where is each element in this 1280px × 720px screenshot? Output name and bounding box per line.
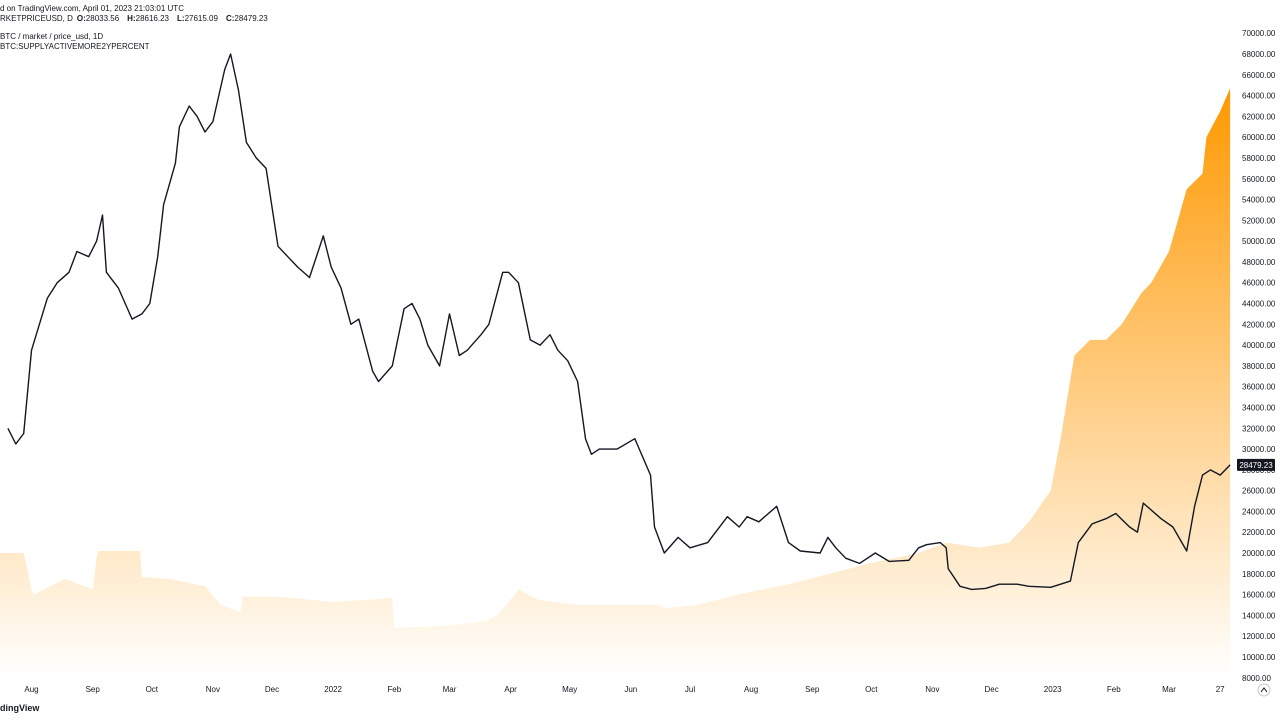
y-tick-label: 38000.00 <box>1242 362 1276 371</box>
last-value-text: 28479.23 <box>1239 461 1273 470</box>
x-tick-label: Jul <box>685 685 695 694</box>
y-tick-label: 26000.00 <box>1242 487 1276 496</box>
series-legend-supply[interactable]: BTC:SUPPLYACTIVEMORE2YPERCENT <box>0 42 150 51</box>
high-value: 28616.23 <box>135 14 169 23</box>
x-tick-label: Nov <box>206 685 220 694</box>
open-label: O:28033.56 <box>76 14 120 23</box>
y-axis[interactable]: 8000.00 10000.00 12000.00 14000.00 16000.00 1… <box>1242 29 1276 683</box>
y-tick-label: 52000.00 <box>1242 216 1276 225</box>
y-tick-label: 40000.00 <box>1242 341 1276 350</box>
y-tick-label: 66000.00 <box>1242 71 1276 80</box>
symbol-label: RKETPRICEUSD, D <box>0 14 73 23</box>
ohlc-legend: RKETPRICEUSD, D O:28033.56 H:28616.23 L:276… <box>0 14 276 24</box>
y-tick-label: 42000.00 <box>1242 320 1276 329</box>
y-tick-label: 58000.00 <box>1242 154 1276 163</box>
y-tick-label: 12000.00 <box>1242 632 1276 641</box>
y-tick-label: 22000.00 <box>1242 528 1276 537</box>
close-label: C:28479.23 <box>225 14 268 23</box>
y-tick-label: 34000.00 <box>1242 404 1276 413</box>
y-tick-label: 46000.00 <box>1242 279 1276 288</box>
published-info: d on TradingView.com, April 01, 2023 21:… <box>0 4 184 13</box>
price-line-layer <box>7 53 1231 591</box>
low-label: L:27615.09 <box>177 14 218 23</box>
x-tick-label: Nov <box>925 685 939 694</box>
x-tick-label: Mar <box>1162 685 1176 694</box>
x-tick-label: 2023 <box>1044 685 1062 694</box>
y-tick-label: 24000.00 <box>1242 508 1276 517</box>
x-tick-label: Feb <box>387 685 401 694</box>
last-value-badge <box>1237 458 1275 471</box>
x-tick-label: Dec <box>984 685 998 694</box>
supply-area-layer <box>0 88 1231 679</box>
y-tick-label: 18000.00 <box>1242 570 1276 579</box>
tradingview-logo: dingView <box>0 703 40 713</box>
x-tick-label: Feb <box>1107 685 1121 694</box>
y-tick-label: 62000.00 <box>1242 112 1276 121</box>
x-tick-label: Aug <box>744 685 758 694</box>
last-value-layer: 28479.23 <box>1237 458 1275 471</box>
chevron-up-icon[interactable] <box>1257 683 1271 697</box>
x-tick-label: May <box>562 685 577 694</box>
price-line <box>7 53 1231 591</box>
y-tick-label: 68000.00 <box>1242 50 1276 59</box>
supply-area <box>0 88 1231 679</box>
y-tick-label: 70000.00 <box>1242 29 1276 38</box>
x-tick-label: Sep <box>86 685 101 694</box>
y-tick-label: 10000.00 <box>1242 653 1276 662</box>
y-tick-label: 16000.00 <box>1242 591 1276 600</box>
x-tick-label: Sep <box>805 685 820 694</box>
y-tick-label: 64000.00 <box>1242 92 1276 101</box>
x-tick-label: 27 <box>1216 685 1225 694</box>
high-label: H:28616.23 <box>127 14 169 23</box>
x-tick-label: Oct <box>146 685 159 694</box>
y-tick-label: 48000.00 <box>1242 258 1276 267</box>
y-tick-label: 60000.00 <box>1242 133 1276 142</box>
y-tick-label: 56000.00 <box>1242 175 1276 184</box>
x-tick-label: 2022 <box>324 685 342 694</box>
x-axis[interactable]: Aug Sep Oct Nov Dec 2022 Feb Mar Apr May Jun Jul Aug… <box>24 685 1225 694</box>
close-value: 28479.23 <box>234 14 268 23</box>
y-tick-label: 20000.00 <box>1242 549 1276 558</box>
x-tick-label: Dec <box>265 685 279 694</box>
x-tick-label: Mar <box>443 685 457 694</box>
open-value: 28033.56 <box>85 14 120 23</box>
x-tick-label: Aug <box>24 685 38 694</box>
y-tick-label: 36000.00 <box>1242 383 1276 392</box>
y-tick-label: 50000.00 <box>1242 237 1276 246</box>
y-tick-label: 44000.00 <box>1242 300 1276 309</box>
y-tick-label: 14000.00 <box>1242 611 1276 620</box>
y-tick-label: 32000.00 <box>1242 424 1276 433</box>
series-legend-price[interactable]: BTC / market / price_usd, 1D <box>0 32 104 41</box>
y-tick-label: 8000.00 <box>1242 674 1271 683</box>
x-tick-label: Apr <box>504 685 517 694</box>
x-tick-label: Oct <box>865 685 878 694</box>
low-value: 27615.09 <box>184 14 218 23</box>
y-tick-label: 54000.00 <box>1242 196 1276 205</box>
y-tick-label: 30000.00 <box>1242 445 1276 454</box>
x-tick-label: Jun <box>624 685 637 694</box>
